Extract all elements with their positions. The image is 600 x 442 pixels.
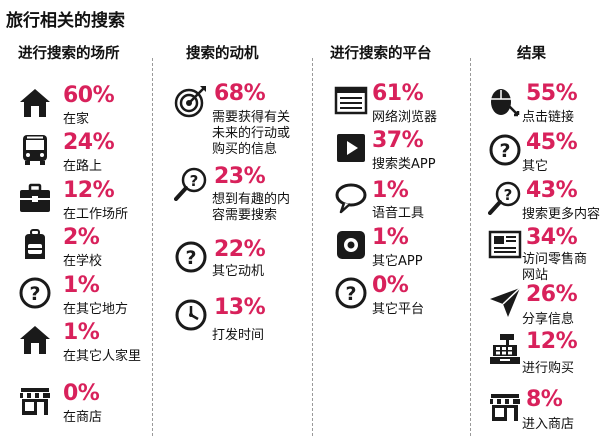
stat-label: 语音工具	[372, 206, 425, 221]
column-header-motivations: 搜索的动机	[186, 46, 259, 62]
stat-label: 分享信息	[522, 312, 575, 327]
stat-percent: 61%	[372, 81, 424, 106]
stat-label: 想到有趣的内	[212, 192, 291, 207]
stat-percent: 2%	[63, 225, 100, 250]
stat-percent: 12%	[526, 329, 578, 354]
column-header-locations: 进行搜索的场所	[18, 46, 120, 62]
svg-text:?: ?	[29, 283, 40, 305]
stat-percent: 1%	[63, 273, 100, 298]
stat-percent: 22%	[214, 237, 266, 262]
question-icon: ?	[174, 240, 208, 274]
question-icon: ?	[488, 133, 522, 167]
stat-label: 其它动机	[212, 264, 265, 279]
question-icon: ?	[334, 276, 368, 310]
stat-percent: 68%	[214, 81, 266, 106]
stat-percent: 26%	[526, 282, 578, 307]
backpack-icon	[18, 228, 52, 262]
play-icon	[334, 131, 368, 165]
stat-percent: 60%	[63, 83, 115, 108]
stat-label: 在路上	[63, 159, 103, 174]
stat-label: 其它	[522, 159, 549, 174]
paper-plane-icon	[488, 285, 522, 319]
stat-percent: 55%	[526, 81, 578, 106]
stat-percent: 1%	[63, 320, 100, 345]
stat-label: 进入商店	[522, 417, 575, 432]
magnifier-question-icon: ?	[174, 167, 208, 201]
stat-label: 打发时间	[212, 328, 265, 343]
column-divider	[312, 58, 313, 436]
stat-label: 购买的信息	[212, 142, 278, 157]
clock-icon	[174, 298, 208, 332]
stat-percent: 34%	[526, 225, 578, 250]
stat-percent: 45%	[526, 130, 578, 155]
store-icon	[18, 384, 52, 418]
briefcase-icon	[18, 181, 52, 215]
stat-label: 其它APP	[372, 254, 423, 269]
browser-icon	[334, 84, 368, 118]
stat-percent: 37%	[372, 128, 424, 153]
svg-text:?: ?	[345, 283, 356, 305]
speech-bubble-icon	[334, 181, 368, 215]
stat-label: 在学校	[63, 254, 103, 269]
stat-percent: 0%	[372, 273, 409, 298]
stat-label: 容需要搜索	[212, 208, 278, 223]
column-divider	[470, 58, 471, 436]
stat-percent: 23%	[214, 164, 266, 189]
stat-label: 网络浏览器	[372, 110, 438, 125]
store-icon	[488, 390, 522, 424]
app-icon	[334, 228, 368, 262]
stat-label: 进行购买	[522, 361, 575, 376]
stat-percent: 1%	[372, 225, 409, 250]
stat-label: 未来的行动或	[212, 126, 291, 141]
stat-label: 在工作场所	[63, 207, 129, 222]
column-header-results: 结果	[517, 46, 546, 62]
stat-label: 点击链接	[522, 110, 575, 125]
stat-percent: 43%	[526, 178, 578, 203]
stat-label: 在其它地方	[63, 302, 129, 317]
stat-label: 访问零售商	[522, 252, 588, 267]
stat-percent: 8%	[526, 387, 563, 412]
stat-label: 搜索类APP	[372, 157, 436, 172]
svg-text:?: ?	[504, 186, 513, 204]
house-icon	[18, 86, 52, 120]
stat-percent: 1%	[372, 178, 409, 203]
stat-label: 在其它人家里	[63, 349, 142, 364]
newspaper-icon	[488, 228, 522, 262]
stat-label: 其它平台	[372, 302, 425, 317]
stat-percent: 0%	[63, 381, 100, 406]
stat-percent: 12%	[63, 178, 115, 203]
svg-text:?: ?	[190, 172, 199, 190]
mouse-icon	[488, 84, 522, 118]
svg-text:?: ?	[185, 247, 196, 269]
house-icon	[18, 323, 52, 357]
stat-label: 搜索更多内容	[522, 207, 600, 222]
stat-percent: 24%	[63, 130, 115, 155]
column-header-platforms: 进行搜索的平台	[330, 46, 432, 62]
stat-label: 需要获得有关	[212, 110, 291, 125]
question-icon: ?	[18, 276, 52, 310]
stat-percent: 13%	[214, 295, 266, 320]
column-divider	[152, 58, 153, 436]
stat-label: 在商店	[63, 410, 103, 425]
bus-icon	[18, 133, 52, 167]
stat-label: 网站	[522, 268, 549, 283]
stat-label: 在家	[63, 112, 90, 127]
svg-text:?: ?	[499, 140, 510, 162]
cash-register-icon	[488, 332, 522, 366]
page-title: 旅行相关的搜索	[6, 11, 125, 31]
magnifier-question-icon: ?	[488, 181, 522, 215]
target-icon	[174, 84, 208, 118]
